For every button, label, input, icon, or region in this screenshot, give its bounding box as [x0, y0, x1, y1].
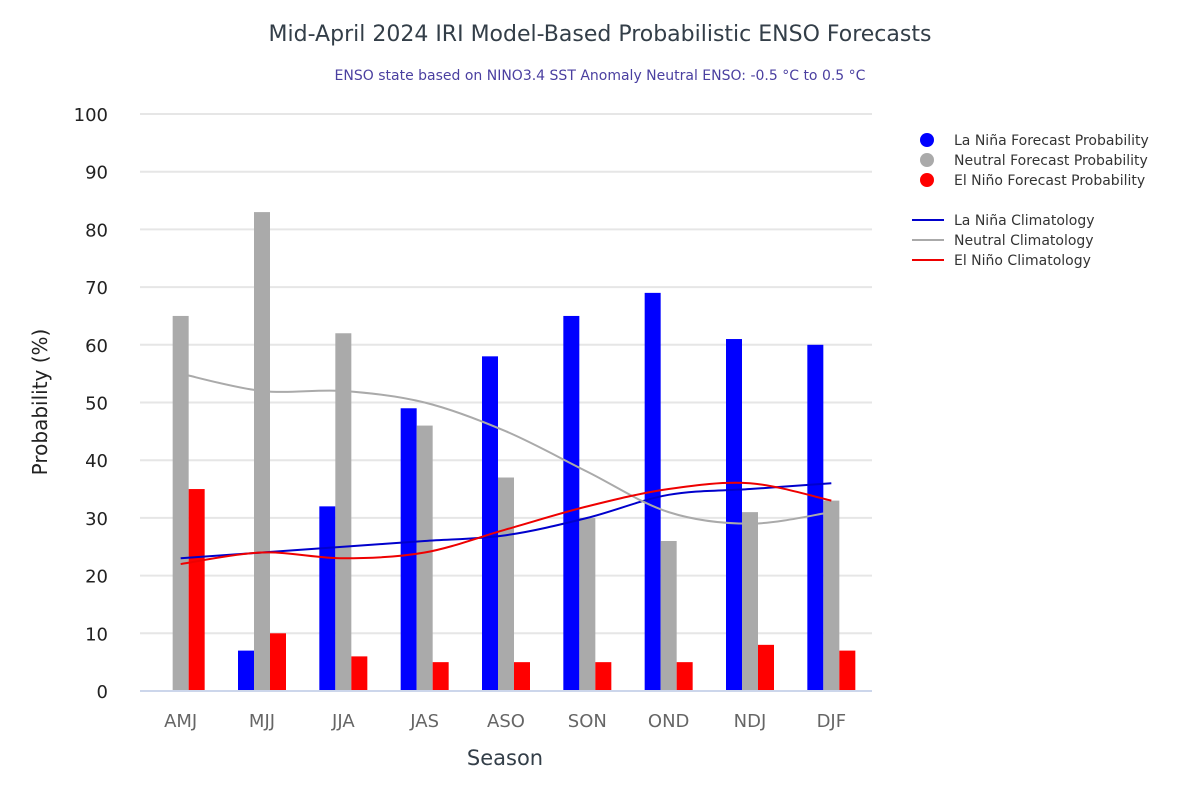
- x-axis-ticks: AMJ MJJ JJA JAS ASO SON OND NDJ DJF: [164, 711, 846, 732]
- bar-el-djf: [839, 650, 856, 691]
- y-axis-ticks: 0 10 20 30 40 50 60 70 80 90 100: [74, 105, 108, 703]
- bar-neutral-amj: [172, 315, 189, 691]
- bar-neutral-ond: [660, 540, 677, 691]
- bar-la-ndj: [726, 339, 742, 691]
- x-tick-label: AMJ: [164, 711, 197, 732]
- legend-item-label: Neutral Forecast Probability: [954, 153, 1148, 169]
- x-tick-label: NDJ: [734, 711, 767, 732]
- bar-el-jja: [351, 656, 368, 691]
- bar-la-jas: [400, 408, 417, 691]
- line-neutral-climatology: [180, 372, 832, 525]
- legend-item-label: El Niño Forecast Probability: [954, 173, 1145, 189]
- bar-neutral-jas: [416, 425, 433, 691]
- y-tick-label: 80: [85, 220, 108, 241]
- legend-marker-icon: [920, 153, 934, 167]
- y-tick-label: 20: [85, 567, 108, 588]
- bar-neutral-djf: [823, 500, 840, 691]
- bar-neutral-ndj: [742, 512, 758, 691]
- bar-el-jas: [432, 662, 449, 691]
- y-tick-label: 60: [85, 336, 108, 357]
- bar-el-amj: [188, 489, 205, 691]
- bar-el-ndj: [758, 644, 774, 691]
- legend-marker-icon: [920, 133, 934, 147]
- bar-neutral-aso: [498, 477, 514, 691]
- chart-subtitle: ENSO state based on NINO3.4 SST Anomaly …: [334, 68, 866, 84]
- bar-el-ond: [676, 662, 693, 691]
- y-tick-label: 0: [97, 682, 108, 703]
- chart-title: Mid-April 2024 IRI Model-Based Probabili…: [268, 22, 932, 47]
- bar-neutral-jja: [335, 333, 352, 691]
- x-tick-label: MJJ: [249, 711, 275, 732]
- x-tick-label: OND: [648, 711, 690, 732]
- legend-item-label: El Niño Climatology: [954, 253, 1091, 269]
- y-axis-label: Probability (%): [28, 329, 52, 476]
- line-el-nino-climatology: [180, 481, 832, 566]
- x-tick-label: SON: [568, 711, 607, 732]
- bar-la-jja: [319, 506, 336, 691]
- bar-el-aso: [514, 662, 530, 691]
- x-tick-label: DJF: [817, 711, 847, 732]
- y-tick-label: 50: [85, 394, 108, 415]
- bar-la-son: [563, 315, 580, 691]
- y-tick-label: 30: [85, 509, 108, 530]
- y-tick-label: 40: [85, 451, 108, 472]
- y-tick-label: 100: [74, 105, 108, 126]
- bar-el-son: [595, 662, 612, 691]
- x-tick-label: JAS: [409, 711, 439, 732]
- bar-la-djf: [807, 344, 824, 691]
- bar-el-mjj: [270, 633, 286, 691]
- x-tick-label: ASO: [487, 711, 525, 732]
- x-axis-label: Season: [467, 746, 543, 770]
- legend: La Niña Forecast Probability Neutral Fore…: [912, 133, 1149, 269]
- legend-marker-icon: [920, 173, 934, 187]
- y-tick-label: 10: [85, 624, 108, 645]
- bar-neutral-son: [579, 517, 596, 691]
- y-tick-label: 90: [85, 163, 108, 184]
- legend-item-label: Neutral Climatology: [954, 233, 1094, 249]
- line-la-nina-climatology: [180, 482, 832, 560]
- x-tick-label: JJA: [331, 711, 355, 732]
- bars: [172, 212, 856, 691]
- y-tick-label: 70: [85, 278, 108, 299]
- legend-item-label: La Niña Forecast Probability: [954, 133, 1149, 149]
- bar-neutral-mjj: [254, 212, 270, 691]
- climatology-lines: [180, 372, 832, 566]
- legend-item-label: La Niña Climatology: [954, 213, 1095, 229]
- bar-la-aso: [482, 356, 498, 691]
- bar-la-mjj: [238, 650, 254, 691]
